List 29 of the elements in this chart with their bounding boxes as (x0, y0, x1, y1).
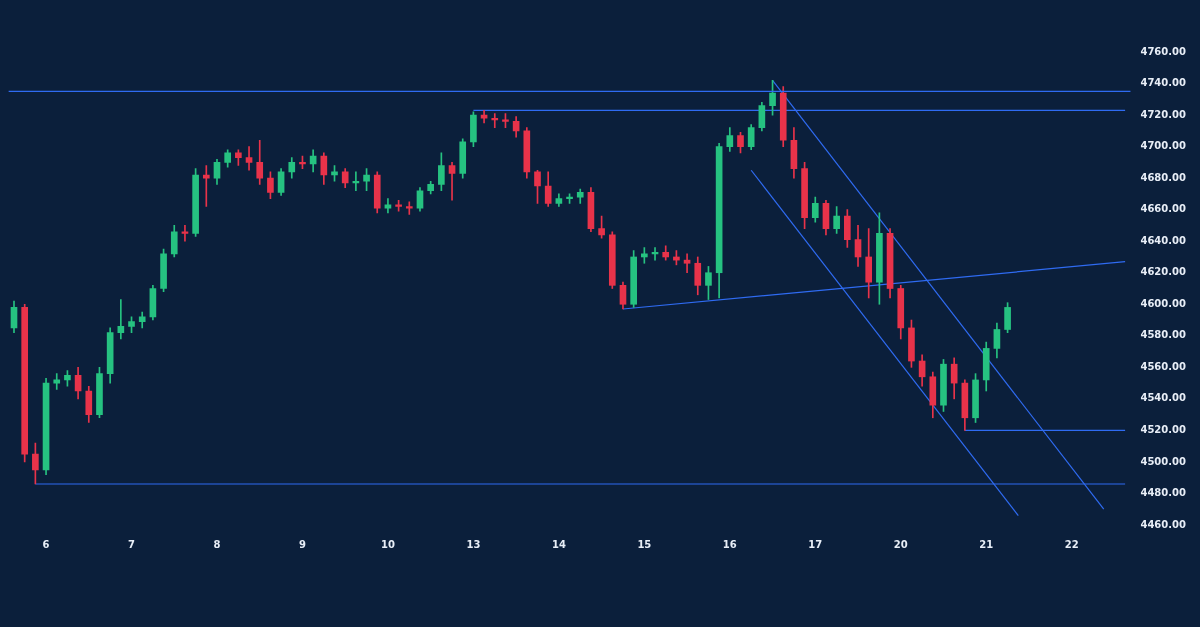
x-tick-label: 16 (722, 538, 737, 550)
x-tick-label: 14 (551, 538, 566, 550)
x-tick-label: 9 (298, 538, 306, 550)
y-tick-label: 4560.00 (1140, 360, 1187, 372)
x-tick-label: 15 (637, 538, 652, 550)
x-tick-label: 10 (380, 538, 395, 550)
y-tick-label: 4640.00 (1140, 234, 1187, 246)
y-tick-label: 4620.00 (1140, 266, 1187, 278)
x-tick-label: 8 (213, 538, 221, 550)
y-tick-label: 4720.00 (1140, 108, 1187, 120)
y-tick-label: 4600.00 (1140, 297, 1187, 309)
y-tick-label: 4460.00 (1140, 518, 1187, 530)
x-tick-label: 22 (1064, 538, 1079, 550)
y-tick-label: 4520.00 (1140, 423, 1187, 435)
y-tick-label: 4480.00 (1140, 487, 1187, 499)
y-tick-label: 4740.00 (1140, 77, 1187, 89)
y-tick-label: 4540.00 (1140, 392, 1187, 404)
x-tick-label: 20 (893, 538, 908, 550)
y-tick-label: 4500.00 (1140, 455, 1187, 467)
x-tick-label: 13 (466, 538, 481, 550)
x-tick-label: 7 (128, 538, 136, 550)
y-tick-label: 4680.00 (1140, 171, 1187, 183)
y-tick-label: 4580.00 (1140, 329, 1187, 341)
y-tick-label: 4760.00 (1140, 45, 1187, 57)
x-tick-label: 17 (808, 538, 823, 550)
y-tick-label: 4660.00 (1140, 203, 1187, 215)
y-tick-label: 4700.00 (1140, 140, 1187, 152)
x-tick-label: 6 (42, 538, 50, 550)
x-tick-label: 21 (979, 538, 994, 550)
